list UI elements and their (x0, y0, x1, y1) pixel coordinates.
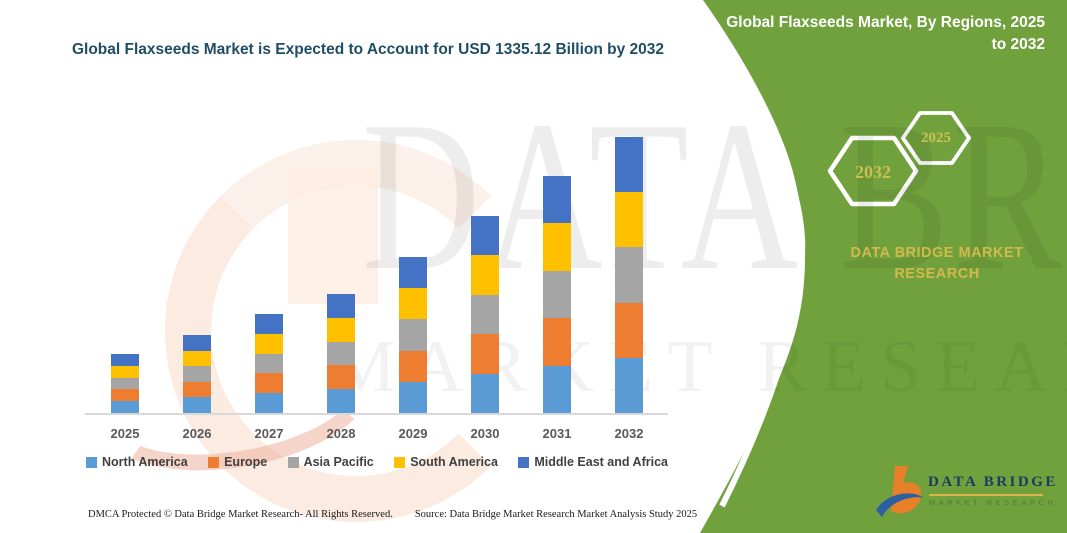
bar-segment-europe (399, 350, 427, 382)
dmca-notice: DMCA Protected © Data Bridge Market Rese… (88, 509, 393, 520)
bar-segment-south-america (399, 288, 427, 320)
legend-swatch-icon (287, 456, 299, 468)
watermark-text-line2: MARKET RESEARCH (330, 326, 1067, 408)
legend-item-asia-pacific: Asia Pacific (287, 455, 374, 469)
chart-legend: North America Europe Asia Pacific South Ame… (86, 455, 668, 469)
bar-2028 (327, 294, 355, 413)
x-axis-label-2031: 2031 (542, 426, 572, 441)
bar-segment-europe (543, 318, 571, 366)
legend-label: Europe (224, 455, 268, 469)
hexagon-2032-label: 2032 (855, 162, 891, 182)
bar-segment-middle-east-and-africa (543, 176, 571, 224)
x-axis-label-2030: 2030 (470, 426, 500, 441)
legend-item-south-america: South America (394, 455, 498, 469)
bar-segment-south-america (255, 333, 283, 354)
brand-text: DATA BRIDGE MARKET RESEARCH (850, 245, 1024, 283)
panel-header: Global Flaxseeds Market, By Regions, 202… (726, 14, 1045, 54)
bar-segment-north-america (543, 365, 571, 413)
footer: DMCA Protected © Data Bridge Market Rese… (88, 509, 697, 520)
bar-segment-asia-pacific (399, 319, 427, 351)
legend-label: Middle East and Africa (534, 455, 668, 469)
bar-segment-europe (327, 365, 355, 390)
legend-item-europe: Europe (208, 455, 267, 469)
bar-segment-south-america (111, 365, 139, 378)
bar-2026 (183, 335, 211, 413)
x-axis-label-2025: 2025 (110, 426, 140, 441)
x-axis-label-2028: 2028 (326, 426, 356, 441)
x-axis-label-2029: 2029 (398, 426, 428, 441)
bar-segment-middle-east-and-africa (471, 216, 499, 256)
bar-segment-asia-pacific (615, 247, 643, 303)
bar-2027 (255, 314, 283, 413)
logo-underline (929, 494, 1043, 496)
bar-segment-middle-east-and-africa (399, 257, 427, 289)
chart-title: Global Flaxseeds Market is Expected to A… (71, 41, 665, 58)
bar-segment-middle-east-and-africa (183, 335, 211, 351)
bar-segment-middle-east-and-africa (111, 354, 139, 366)
bar-segment-asia-pacific (471, 294, 499, 335)
hexagon-2025-icon (901, 111, 971, 165)
source-note: Source: Data Bridge Market Research Mark… (414, 509, 698, 520)
legend-swatch-icon (518, 456, 530, 468)
bar-segment-south-america (327, 317, 355, 342)
bar-segment-asia-pacific (183, 366, 211, 382)
legend-item-north-america: North America (86, 455, 188, 469)
watermark-logo-stem (288, 168, 378, 304)
panel-white-swoosh (704, 12, 806, 508)
legend-swatch-icon (208, 456, 220, 468)
bar-segment-north-america (327, 389, 355, 413)
bar-segment-north-america (399, 381, 427, 413)
bar-2032 (615, 137, 643, 413)
hexagon-2032-icon (827, 135, 919, 207)
bar-segment-europe (183, 381, 211, 398)
bar-segment-north-america (255, 393, 283, 413)
bar-segment-asia-pacific (543, 270, 571, 319)
legend-swatch-icon (394, 456, 406, 468)
bar-segment-south-america (471, 255, 499, 295)
bar-segment-south-america (183, 350, 211, 367)
bar-segment-asia-pacific (327, 341, 355, 366)
hexagon-2025-label: 2025 (921, 130, 951, 146)
legend-item-middle-east-and-africa: Middle East and Africa (518, 455, 668, 469)
data-bridge-logo: DATA BRIDGE MARKET RESEARCH (874, 462, 1057, 522)
x-axis-label-2032: 2032 (614, 426, 644, 441)
x-axis-line (85, 413, 668, 415)
bar-2031 (543, 176, 571, 413)
bar-segment-europe (255, 373, 283, 394)
bar-2030 (471, 216, 499, 413)
legend-label: North America (102, 455, 188, 469)
logo-name: DATA BRIDGE (928, 474, 1058, 490)
bar-segment-north-america (183, 397, 211, 413)
legend-label: Asia Pacific (303, 455, 374, 469)
bar-2029 (399, 257, 427, 413)
bar-segment-middle-east-and-africa (615, 137, 643, 193)
bar-segment-middle-east-and-africa (327, 294, 355, 318)
bar-segment-europe (111, 389, 139, 402)
bar-2025 (111, 354, 139, 413)
bar-segment-north-america (471, 373, 499, 413)
data-bridge-logo-icon (876, 466, 924, 517)
bar-segment-south-america (615, 192, 643, 248)
bar-segment-europe (615, 302, 643, 358)
x-axis-label-2027: 2027 (254, 426, 284, 441)
bar-segment-north-america (615, 357, 643, 413)
bar-segment-asia-pacific (255, 353, 283, 374)
bar-segment-north-america (111, 401, 139, 413)
bar-segment-middle-east-and-africa (255, 314, 283, 334)
legend-label: South America (410, 455, 498, 469)
logo-subtitle: MARKET RESEARCH (929, 498, 1057, 507)
legend-swatch-icon (86, 456, 97, 468)
x-axis-label-2026: 2026 (182, 426, 212, 441)
bar-segment-europe (471, 334, 499, 374)
bar-segment-south-america (543, 223, 571, 271)
bar-segment-asia-pacific (111, 377, 139, 390)
green-panel-shape (700, 0, 1067, 533)
